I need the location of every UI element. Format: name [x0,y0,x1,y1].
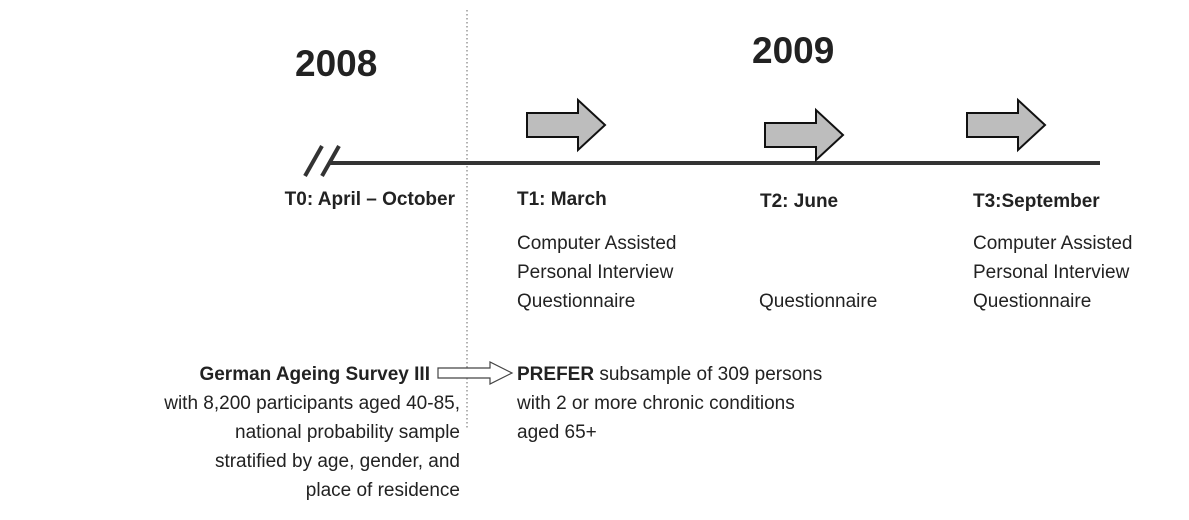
arrow [526,97,607,153]
source-line: national probability sample [235,422,460,443]
timepoint-method: Questionnaire [973,291,1091,312]
subsample-name: PREFER [517,364,594,385]
link-arrow [437,361,514,385]
timepoint-method: Computer Assisted [517,233,676,254]
source-line: with 8,200 participants aged 40-85, [163,393,460,414]
arrow [966,97,1047,153]
timepoint-label: T0: April – October [285,189,456,210]
source-line: stratified by age, gender, and [215,451,460,472]
subsample-text: subsample of 309 persons [594,364,822,385]
subsample-line: aged 65+ [517,422,597,443]
subsample-lines: with 2 or more chronic conditions aged 65… [516,393,795,443]
timepoint-label: T1: March [517,189,607,210]
timepoint-label: T3:September [973,191,1100,212]
timepoint-method: Questionnaire [759,291,877,312]
timepoint-method: Personal Interview [517,262,674,283]
break-mark [303,145,324,177]
source-title: German Ageing Survey III [199,364,430,385]
timepoint-method: Personal Interview [973,262,1130,283]
arrow [764,107,845,163]
subsample-line: with 2 or more chronic conditions [516,393,795,414]
timepoint-method: Computer Assisted [973,233,1132,254]
timepoints: T0: April – October T1: March Computer Ass… [285,189,1133,312]
break-mark [320,145,341,177]
source-line: place of residence [306,480,460,501]
source-lines: with 8,200 participants aged 40-85, natio… [163,393,460,501]
timepoint-label: T2: June [760,191,838,212]
subsample-head: PREFER subsample of 309 persons [517,364,822,385]
timepoint-method: Questionnaire [517,291,635,312]
year-label: 2008 [295,43,377,84]
year-label: 2009 [752,30,834,71]
